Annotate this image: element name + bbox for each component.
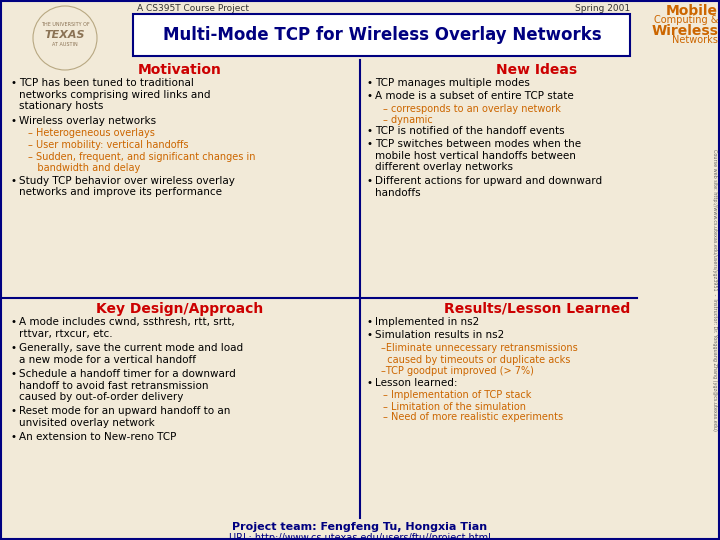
Text: Course web site: http://www.cs.utexas.edu/users/ygz3951  -  Instructor: Dr. Yong: Course web site: http://www.cs.utexas.ed… <box>711 149 716 431</box>
Text: An extension to New-reno TCP: An extension to New-reno TCP <box>19 433 176 442</box>
Text: •: • <box>366 126 372 136</box>
Text: •: • <box>366 139 372 149</box>
Text: – Heterogeneous overlays: – Heterogeneous overlays <box>28 129 155 138</box>
Text: •: • <box>10 176 16 186</box>
Text: Implemented in ns2: Implemented in ns2 <box>375 317 480 327</box>
Text: •: • <box>366 78 372 88</box>
Text: •: • <box>10 116 16 125</box>
Text: Motivation: Motivation <box>138 63 222 77</box>
Text: •: • <box>10 369 16 379</box>
Text: •: • <box>366 177 372 186</box>
Text: TCP switches between modes when the
mobile host vertical handoffs between
differ: TCP switches between modes when the mobi… <box>375 139 581 172</box>
Text: Computing &: Computing & <box>654 15 718 25</box>
Text: Schedule a handoff timer for a downward
handoff to avoid fast retransmission
cau: Schedule a handoff timer for a downward … <box>19 369 235 402</box>
Text: •: • <box>366 91 372 101</box>
Text: – dynamic: – dynamic <box>383 115 433 125</box>
Text: URL: http://www.cs.utexas.edu/users/ftu//project.html: URL: http://www.cs.utexas.edu/users/ftu/… <box>229 533 491 540</box>
Text: TEXAS: TEXAS <box>45 30 85 40</box>
Text: –Eliminate unnecessary retransmissions
  caused by timeouts or duplicate acks: –Eliminate unnecessary retransmissions c… <box>381 343 577 364</box>
Text: Simulation results in ns2: Simulation results in ns2 <box>375 330 504 340</box>
Text: Lesson learned:: Lesson learned: <box>375 377 457 388</box>
Text: – Implementation of TCP stack: – Implementation of TCP stack <box>383 390 531 401</box>
Text: •: • <box>10 78 16 88</box>
Text: New Ideas: New Ideas <box>496 63 577 77</box>
Text: –TCP goodput improved (> 7%): –TCP goodput improved (> 7%) <box>381 366 534 376</box>
Text: TCP is notified of the handoff events: TCP is notified of the handoff events <box>375 126 564 136</box>
FancyBboxPatch shape <box>133 14 630 56</box>
Text: Different actions for upward and downward
handoffs: Different actions for upward and downwar… <box>375 177 602 198</box>
Text: TCP manages multiple modes: TCP manages multiple modes <box>375 78 530 88</box>
Text: – Sudden, frequent, and significant changes in
   bandwidth and delay: – Sudden, frequent, and significant chan… <box>28 152 256 173</box>
Text: Multi-Mode TCP for Wireless Overlay Networks: Multi-Mode TCP for Wireless Overlay Netw… <box>163 26 601 44</box>
Text: Wireless overlay networks: Wireless overlay networks <box>19 116 156 125</box>
Text: Reset mode for an upward handoff to an
unvisited overlay network: Reset mode for an upward handoff to an u… <box>19 407 230 428</box>
Text: Project team: Fengfeng Tu, Hongxia Tian: Project team: Fengfeng Tu, Hongxia Tian <box>233 522 487 532</box>
Text: •: • <box>366 377 372 388</box>
Text: A CS395T Course Project: A CS395T Course Project <box>137 4 249 13</box>
Text: Results/Lesson Learned: Results/Lesson Learned <box>444 302 630 316</box>
Text: •: • <box>10 343 16 353</box>
Text: – Need of more realistic experiments: – Need of more realistic experiments <box>383 413 563 422</box>
Text: THE UNIVERSITY OF: THE UNIVERSITY OF <box>41 22 89 27</box>
Text: Wireless: Wireless <box>651 24 718 38</box>
Text: Generally, save the current mode and load
a new mode for a vertical handoff: Generally, save the current mode and loa… <box>19 343 243 364</box>
Text: AT AUSTIN: AT AUSTIN <box>52 42 78 47</box>
Text: A mode includes cwnd, ssthresh, rtt, srtt,
rttvar, rtxcur, etc.: A mode includes cwnd, ssthresh, rtt, srt… <box>19 317 235 339</box>
Text: Networks: Networks <box>672 35 718 45</box>
Text: TCP has been tuned to traditional
networks comprising wired links and
stationary: TCP has been tuned to traditional networ… <box>19 78 210 111</box>
Text: •: • <box>10 433 16 442</box>
Text: – Limitation of the simulation: – Limitation of the simulation <box>383 402 526 411</box>
Text: Key Design/Approach: Key Design/Approach <box>96 302 264 316</box>
Text: Spring 2001: Spring 2001 <box>575 4 630 13</box>
Text: •: • <box>366 317 372 327</box>
Text: Mobile: Mobile <box>666 4 718 18</box>
Text: A mode is a subset of entire TCP state: A mode is a subset of entire TCP state <box>375 91 574 101</box>
Text: •: • <box>10 407 16 416</box>
Text: •: • <box>10 317 16 327</box>
Text: – User mobility: vertical handoffs: – User mobility: vertical handoffs <box>28 140 189 150</box>
Text: Study TCP behavior over wireless overlay
networks and improve its performance: Study TCP behavior over wireless overlay… <box>19 176 235 197</box>
Text: •: • <box>366 330 372 340</box>
Text: – corresponds to an overlay network: – corresponds to an overlay network <box>383 104 561 114</box>
